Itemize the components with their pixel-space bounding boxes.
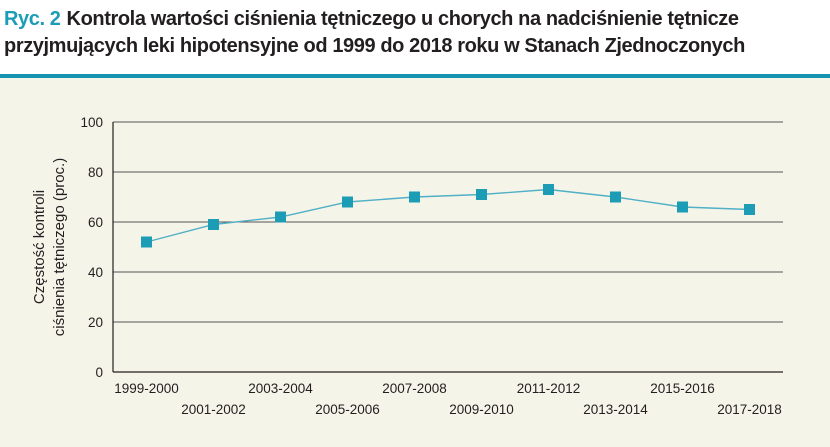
gridlines (113, 121, 783, 323)
figure-label: Ryc. 2 (4, 8, 61, 30)
x-tick-label: 2001-2002 (181, 402, 246, 417)
data-point-marker (208, 219, 219, 230)
x-tick-label: 2013-2014 (583, 402, 648, 417)
data-point-marker (275, 211, 286, 223)
data-point-marker (744, 204, 755, 215)
x-tick-label: 2017-2018 (717, 402, 782, 417)
y-tick-label: 0 (95, 365, 103, 380)
data-point-marker (141, 236, 152, 248)
tick-labels: 0204060801001999-20002001-20022003-20042… (80, 115, 781, 417)
x-tick-label: 2005-2006 (315, 402, 380, 417)
data-point-marker (342, 196, 353, 208)
x-tick-label: 2011-2012 (517, 381, 581, 396)
figure-title: Kontrola wartości ciśnienia tętniczego u… (4, 8, 745, 57)
y-tick-label: 60 (88, 215, 103, 230)
chart-panel (0, 78, 830, 447)
x-tick-label: 2007-2008 (382, 381, 447, 396)
y-axis-label-line: ciśnienia tętniczego (proc.) (51, 158, 68, 336)
x-tick-label: 2003-2004 (248, 381, 313, 396)
x-tick-label: 1999-2000 (114, 381, 179, 396)
data-point-marker (610, 191, 621, 203)
data-point-marker (677, 201, 688, 213)
data-point-marker (409, 191, 420, 203)
y-axis-label-line: Częstość kontroli (31, 190, 48, 304)
axes (112, 122, 783, 373)
y-tick-label: 20 (88, 315, 103, 330)
x-tick-label: 2015-2016 (650, 381, 715, 396)
y-tick-label: 100 (80, 115, 103, 130)
figure-title-block: Ryc. 2 Kontrola wartości ciśnienia tętnic… (4, 6, 826, 60)
series-line (146, 188, 750, 243)
data-point-marker (543, 184, 554, 195)
title-rule (0, 74, 830, 78)
data-point-marker (476, 189, 487, 200)
series (141, 184, 755, 248)
y-axis-label: Częstość kontroli ciśnienia tętniczego (p… (31, 158, 68, 336)
y-tick-label: 80 (88, 165, 103, 180)
y-tick-label: 40 (88, 265, 103, 280)
x-tick-label: 2009-2010 (449, 402, 514, 417)
